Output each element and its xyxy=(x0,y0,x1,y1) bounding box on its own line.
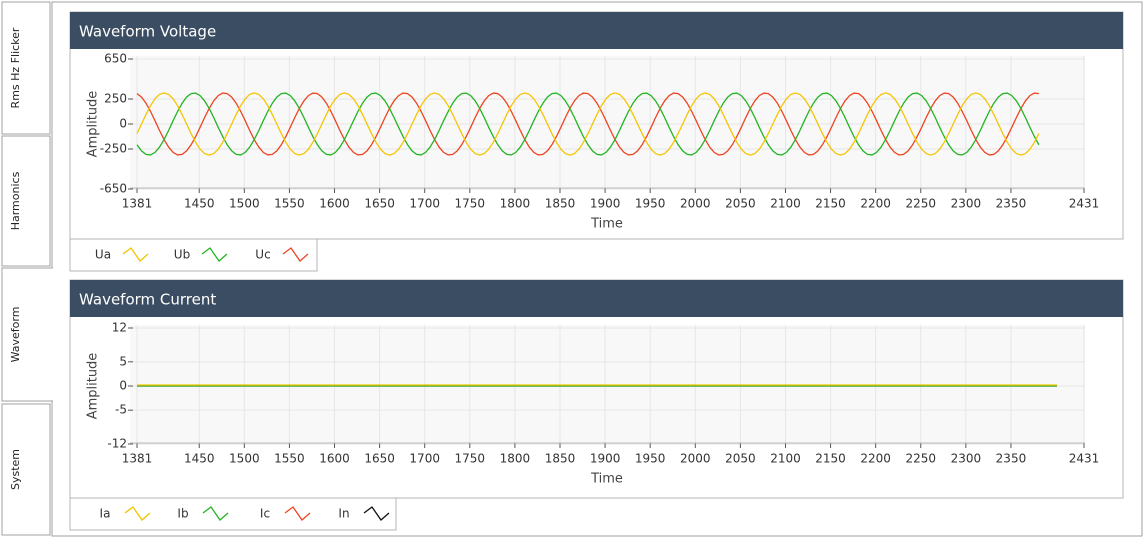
x-tick-label: 1381 xyxy=(122,197,153,211)
plot-area xyxy=(130,56,1085,188)
chart-header xyxy=(70,280,1123,317)
chart-header xyxy=(70,12,1123,49)
y-tick-label: -5 xyxy=(115,403,127,417)
tab-background xyxy=(1,1,51,135)
x-tick-label: 1650 xyxy=(364,197,395,211)
x-tick-label: 2300 xyxy=(951,452,982,466)
y-tick-label: 5 xyxy=(119,354,127,368)
y-tick-label: -12 xyxy=(107,437,127,451)
x-tick-label: 1950 xyxy=(635,197,666,211)
legend-icon xyxy=(363,506,390,521)
x-tick-label: 2000 xyxy=(680,452,711,466)
x-tick-label: 2250 xyxy=(905,197,936,211)
tab[interactable]: Harmonics xyxy=(1,135,51,267)
x-tick-label: 2350 xyxy=(996,197,1027,211)
x-tick-label: 1600 xyxy=(319,452,350,466)
series-line xyxy=(136,92,1040,156)
tab-background xyxy=(1,403,51,536)
y-tick-label: 0 xyxy=(119,379,127,393)
x-tick-label: 1600 xyxy=(319,197,350,211)
legend-label: Ib xyxy=(177,507,188,521)
series-line xyxy=(136,92,1040,156)
x-tick-label: 1900 xyxy=(590,452,621,466)
legend-label: Ua xyxy=(95,248,111,262)
legend-icon xyxy=(201,247,228,262)
series-line xyxy=(136,92,1039,156)
x-tick-label: 2150 xyxy=(815,197,846,211)
chart-title: Waveform Voltage xyxy=(79,23,216,41)
x-tick-label: 2250 xyxy=(905,452,936,466)
plot-area xyxy=(130,325,1085,443)
legend-label: In xyxy=(338,507,349,521)
x-tick-label: 1700 xyxy=(409,452,440,466)
x-tick-label: 1550 xyxy=(274,197,305,211)
x-tick-label: 1450 xyxy=(184,197,215,211)
x-tick-label: 1750 xyxy=(455,197,486,211)
legend-label: Ub xyxy=(174,248,190,262)
x-axis-label: Time xyxy=(590,472,623,487)
y-tick-label: 12 xyxy=(112,321,127,335)
x-tick-label: 1450 xyxy=(184,452,215,466)
y-tick-label: -250 xyxy=(100,142,127,156)
x-tick-label: 1500 xyxy=(229,197,260,211)
legend-label: Ia xyxy=(100,507,111,521)
tab[interactable]: Rms Hz Flicker xyxy=(1,1,51,135)
x-tick-label: 1650 xyxy=(364,452,395,466)
x-tick-label: 1850 xyxy=(545,452,576,466)
x-tick-label: 2100 xyxy=(770,452,801,466)
x-tick-label: 1850 xyxy=(545,197,576,211)
x-tick-label: 2000 xyxy=(680,197,711,211)
x-tick-label: 1800 xyxy=(500,197,531,211)
x-tick-label: 2200 xyxy=(860,197,891,211)
legend-icon xyxy=(284,506,311,521)
tab-label[interactable]: Waveform xyxy=(9,307,22,363)
x-tick-label: 2431 xyxy=(1069,197,1100,211)
x-tick-label: 1900 xyxy=(590,197,621,211)
legend-box xyxy=(69,497,397,531)
tab[interactable]: Waveform xyxy=(1,267,53,402)
x-tick-label: 1700 xyxy=(409,197,440,211)
x-tick-label: 1381 xyxy=(122,452,153,466)
tab-background xyxy=(2,268,53,401)
x-tick-label: 2100 xyxy=(770,197,801,211)
tab-label[interactable]: Rms Hz Flicker xyxy=(9,27,22,108)
x-tick-label: 1550 xyxy=(274,452,305,466)
x-tick-label: 2050 xyxy=(725,197,756,211)
legend-icon xyxy=(122,247,149,262)
y-tick-label: 0 xyxy=(119,117,127,131)
x-tick-label: 2200 xyxy=(860,452,891,466)
x-tick-label: 2300 xyxy=(951,197,982,211)
x-tick-label: 1750 xyxy=(455,452,486,466)
y-axis-label: Amplitude xyxy=(86,91,101,158)
x-tick-label: 1500 xyxy=(229,452,260,466)
tab-label[interactable]: Harmonics xyxy=(9,171,22,230)
x-tick-label: 2050 xyxy=(725,452,756,466)
x-tick-label: 1800 xyxy=(500,452,531,466)
tab[interactable]: System xyxy=(1,403,51,536)
x-tick-label: 1950 xyxy=(635,452,666,466)
x-tick-label: 2431 xyxy=(1069,452,1100,466)
y-tick-label: -650 xyxy=(100,182,127,196)
chart-title: Waveform Current xyxy=(79,291,216,309)
legend-label: Uc xyxy=(255,248,270,262)
legend-icon xyxy=(124,506,151,521)
tab-border xyxy=(1,267,53,402)
legend-icon xyxy=(282,247,309,262)
legend-icon xyxy=(202,506,229,521)
tab-background xyxy=(1,135,51,267)
legend-box xyxy=(69,238,318,272)
y-axis-label: Amplitude xyxy=(86,353,101,420)
legend-label: Ic xyxy=(260,507,270,521)
x-tick-label: 2150 xyxy=(815,452,846,466)
tab-label[interactable]: System xyxy=(9,449,22,490)
y-tick-label: 250 xyxy=(104,92,127,106)
x-tick-label: 2350 xyxy=(996,452,1027,466)
x-axis-label: Time xyxy=(590,217,623,232)
y-tick-label: 650 xyxy=(104,52,127,66)
